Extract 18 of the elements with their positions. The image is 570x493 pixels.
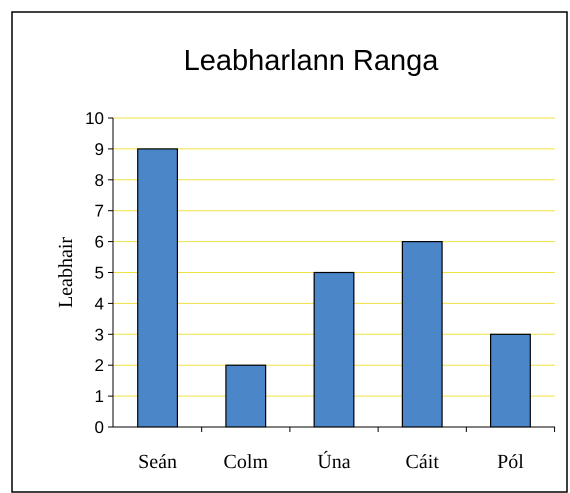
chart-title: Leabharlann Ranga <box>184 45 440 77</box>
x-tick-label: Seán <box>138 451 177 473</box>
y-tick-label: 7 <box>94 202 104 221</box>
y-axis-title: Leabhair <box>55 236 77 308</box>
y-tick-label: 5 <box>94 263 104 282</box>
y-tick-label: 2 <box>94 356 104 376</box>
y-tick-label: 8 <box>94 170 104 190</box>
y-tick-label: 0 <box>94 418 104 437</box>
y-tick-label: 1 <box>94 387 104 406</box>
x-tick-label: Colm <box>224 451 268 473</box>
x-tick-label: Úna <box>317 450 351 473</box>
y-tick-label: 4 <box>94 294 104 314</box>
x-tick-label: Pól <box>497 451 524 473</box>
y-tick-label: 10 <box>85 108 104 128</box>
y-tick-label: 6 <box>94 232 104 252</box>
y-tick-label: 9 <box>94 140 104 159</box>
y-tick-label: 3 <box>94 325 104 344</box>
x-tick-label: Cáit <box>406 451 440 473</box>
